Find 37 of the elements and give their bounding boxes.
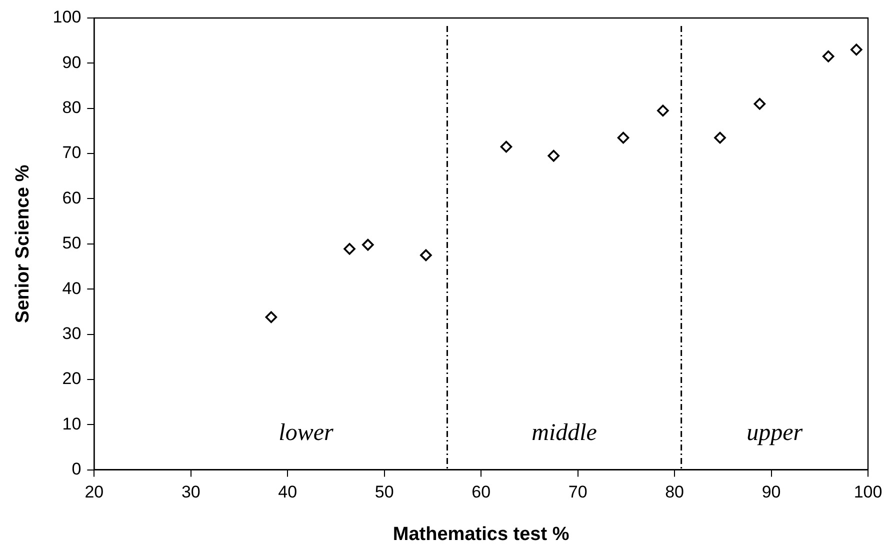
y-tick-label: 20 <box>62 369 82 388</box>
y-tick-label: 90 <box>62 52 82 72</box>
point <box>265 311 278 323</box>
y-tick-label: 40 <box>62 278 82 298</box>
annotation: upper <box>746 420 804 446</box>
point <box>344 242 356 255</box>
x-tick-label: 40 <box>278 482 298 502</box>
x-tick-label: 100 <box>854 482 882 502</box>
point <box>850 44 862 56</box>
point <box>617 132 630 144</box>
point <box>362 238 374 251</box>
point <box>500 140 512 153</box>
y-tick-label: 80 <box>62 98 82 118</box>
y-tick-label: 70 <box>62 143 82 162</box>
y-tick-label: 60 <box>62 188 82 208</box>
x-tick-label: 70 <box>568 482 588 502</box>
y-tick-label: 0 <box>72 459 82 478</box>
y-tick-label: 50 <box>62 234 82 253</box>
y-tick-label: 100 <box>52 8 82 27</box>
x-tick-label: 80 <box>665 482 684 502</box>
point <box>548 150 560 162</box>
annotation: lower <box>278 420 334 446</box>
point <box>822 50 834 62</box>
x-tick-label: 90 <box>762 482 781 502</box>
point <box>657 104 669 117</box>
y-axis-title: Senior Science % <box>12 164 34 324</box>
x-tick-label: 20 <box>84 482 104 502</box>
x-tick-label: 30 <box>181 482 200 502</box>
y-tick-label: 30 <box>62 324 82 343</box>
x-axis-title: Mathematics test % <box>392 524 570 545</box>
annotation: middle <box>532 420 598 446</box>
x-tick-label: 50 <box>374 482 394 502</box>
point <box>420 249 432 262</box>
point <box>754 98 766 110</box>
point <box>714 132 726 144</box>
y-tick-label: 10 <box>62 414 82 434</box>
x-tick-label: 60 <box>472 482 491 502</box>
